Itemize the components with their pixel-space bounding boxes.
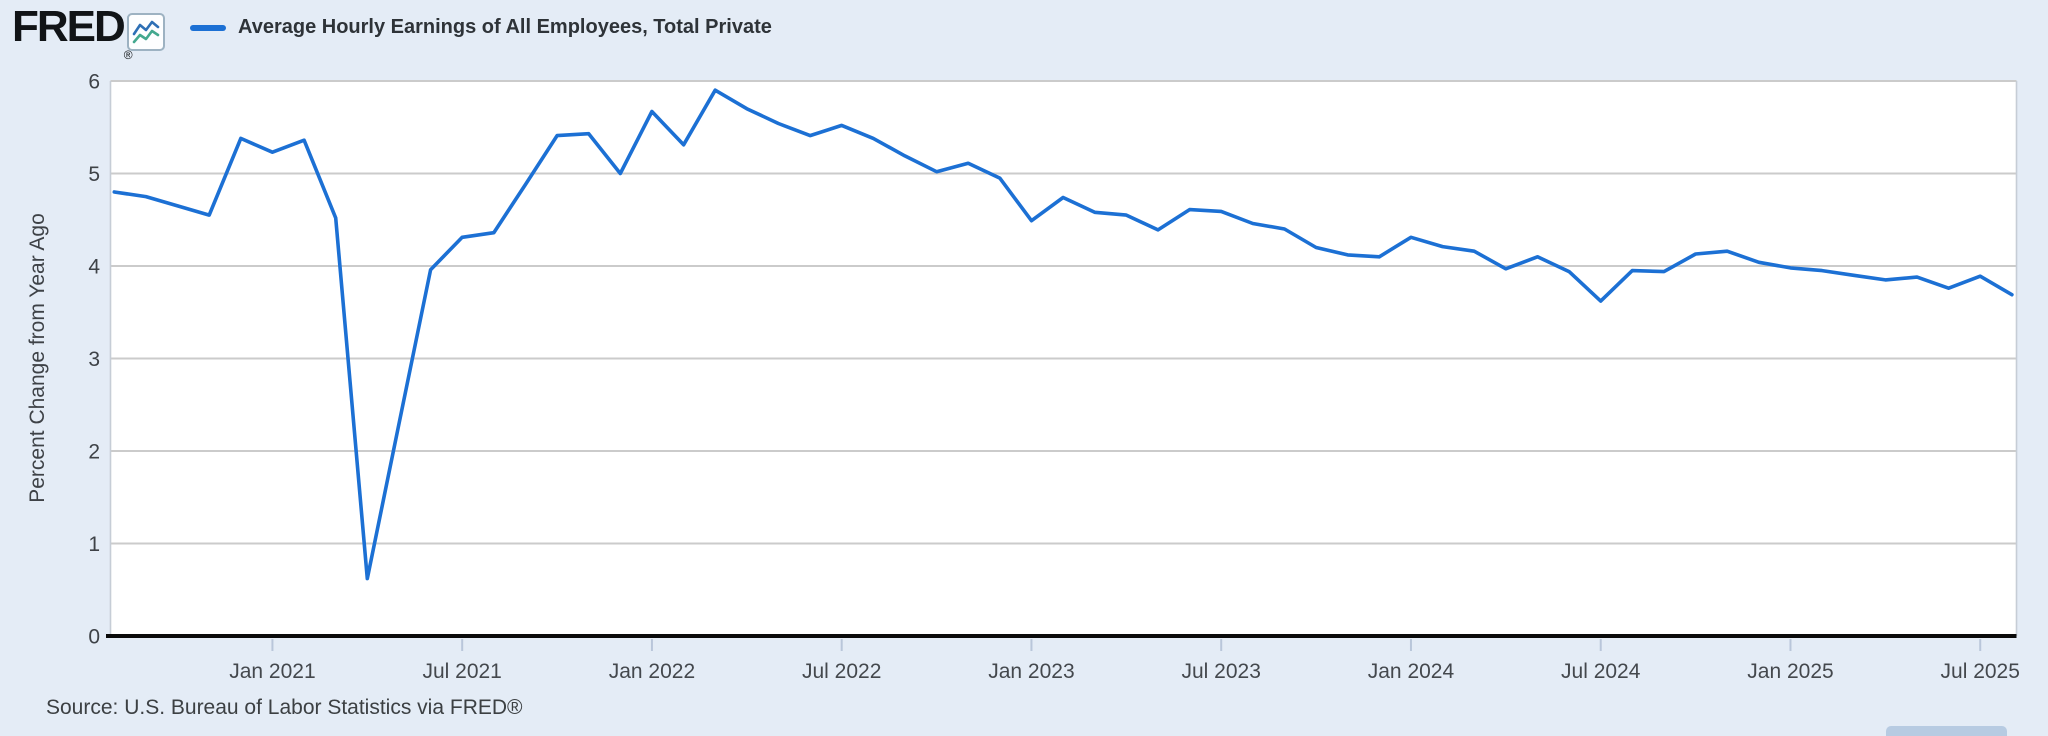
legend-line-swatch (190, 25, 226, 31)
fred-attribution-button-partial[interactable] (1886, 726, 2007, 736)
y-tick-label: 0 (88, 626, 100, 649)
sparkline-glyph (132, 20, 160, 44)
y-tick-label: 1 (88, 533, 100, 556)
x-tick-label: Jul 2021 (422, 660, 501, 683)
x-tick-label: Jan 2021 (229, 660, 315, 683)
x-tick-label: Jan 2022 (609, 660, 695, 683)
y-tick-label: 2 (88, 441, 100, 464)
y-tick-label: 3 (88, 348, 100, 371)
x-tick-label: Jul 2024 (1561, 660, 1641, 683)
x-tick-label: Jul 2023 (1182, 660, 1261, 683)
y-axis-title: Percent Change from Year Ago (26, 213, 49, 503)
x-tick-label: Jan 2023 (988, 660, 1074, 683)
y-tick-label: 5 (88, 163, 100, 186)
y-tick-label: 6 (88, 71, 100, 94)
fred-logo-text: FRED (12, 2, 126, 51)
source-attribution: Source: U.S. Bureau of Labor Statistics … (46, 696, 523, 719)
series-legend-label: Average Hourly Earnings of All Employees… (238, 16, 772, 38)
y-tick-label: 4 (88, 256, 100, 279)
x-tick-label: Jul 2025 (1941, 660, 2020, 683)
chart-header: FRED® Average Hourly Earnings of All Emp… (0, 0, 2048, 78)
x-tick-label: Jan 2025 (1747, 660, 1833, 683)
fred-logo: FRED® (12, 2, 133, 62)
registered-mark: ® (123, 48, 133, 62)
x-tick-label: Jul 2022 (802, 660, 881, 683)
x-tick-label: Jan 2024 (1368, 660, 1455, 683)
series-line (112, 88, 2014, 581)
fred-sparkline-icon (127, 13, 165, 51)
